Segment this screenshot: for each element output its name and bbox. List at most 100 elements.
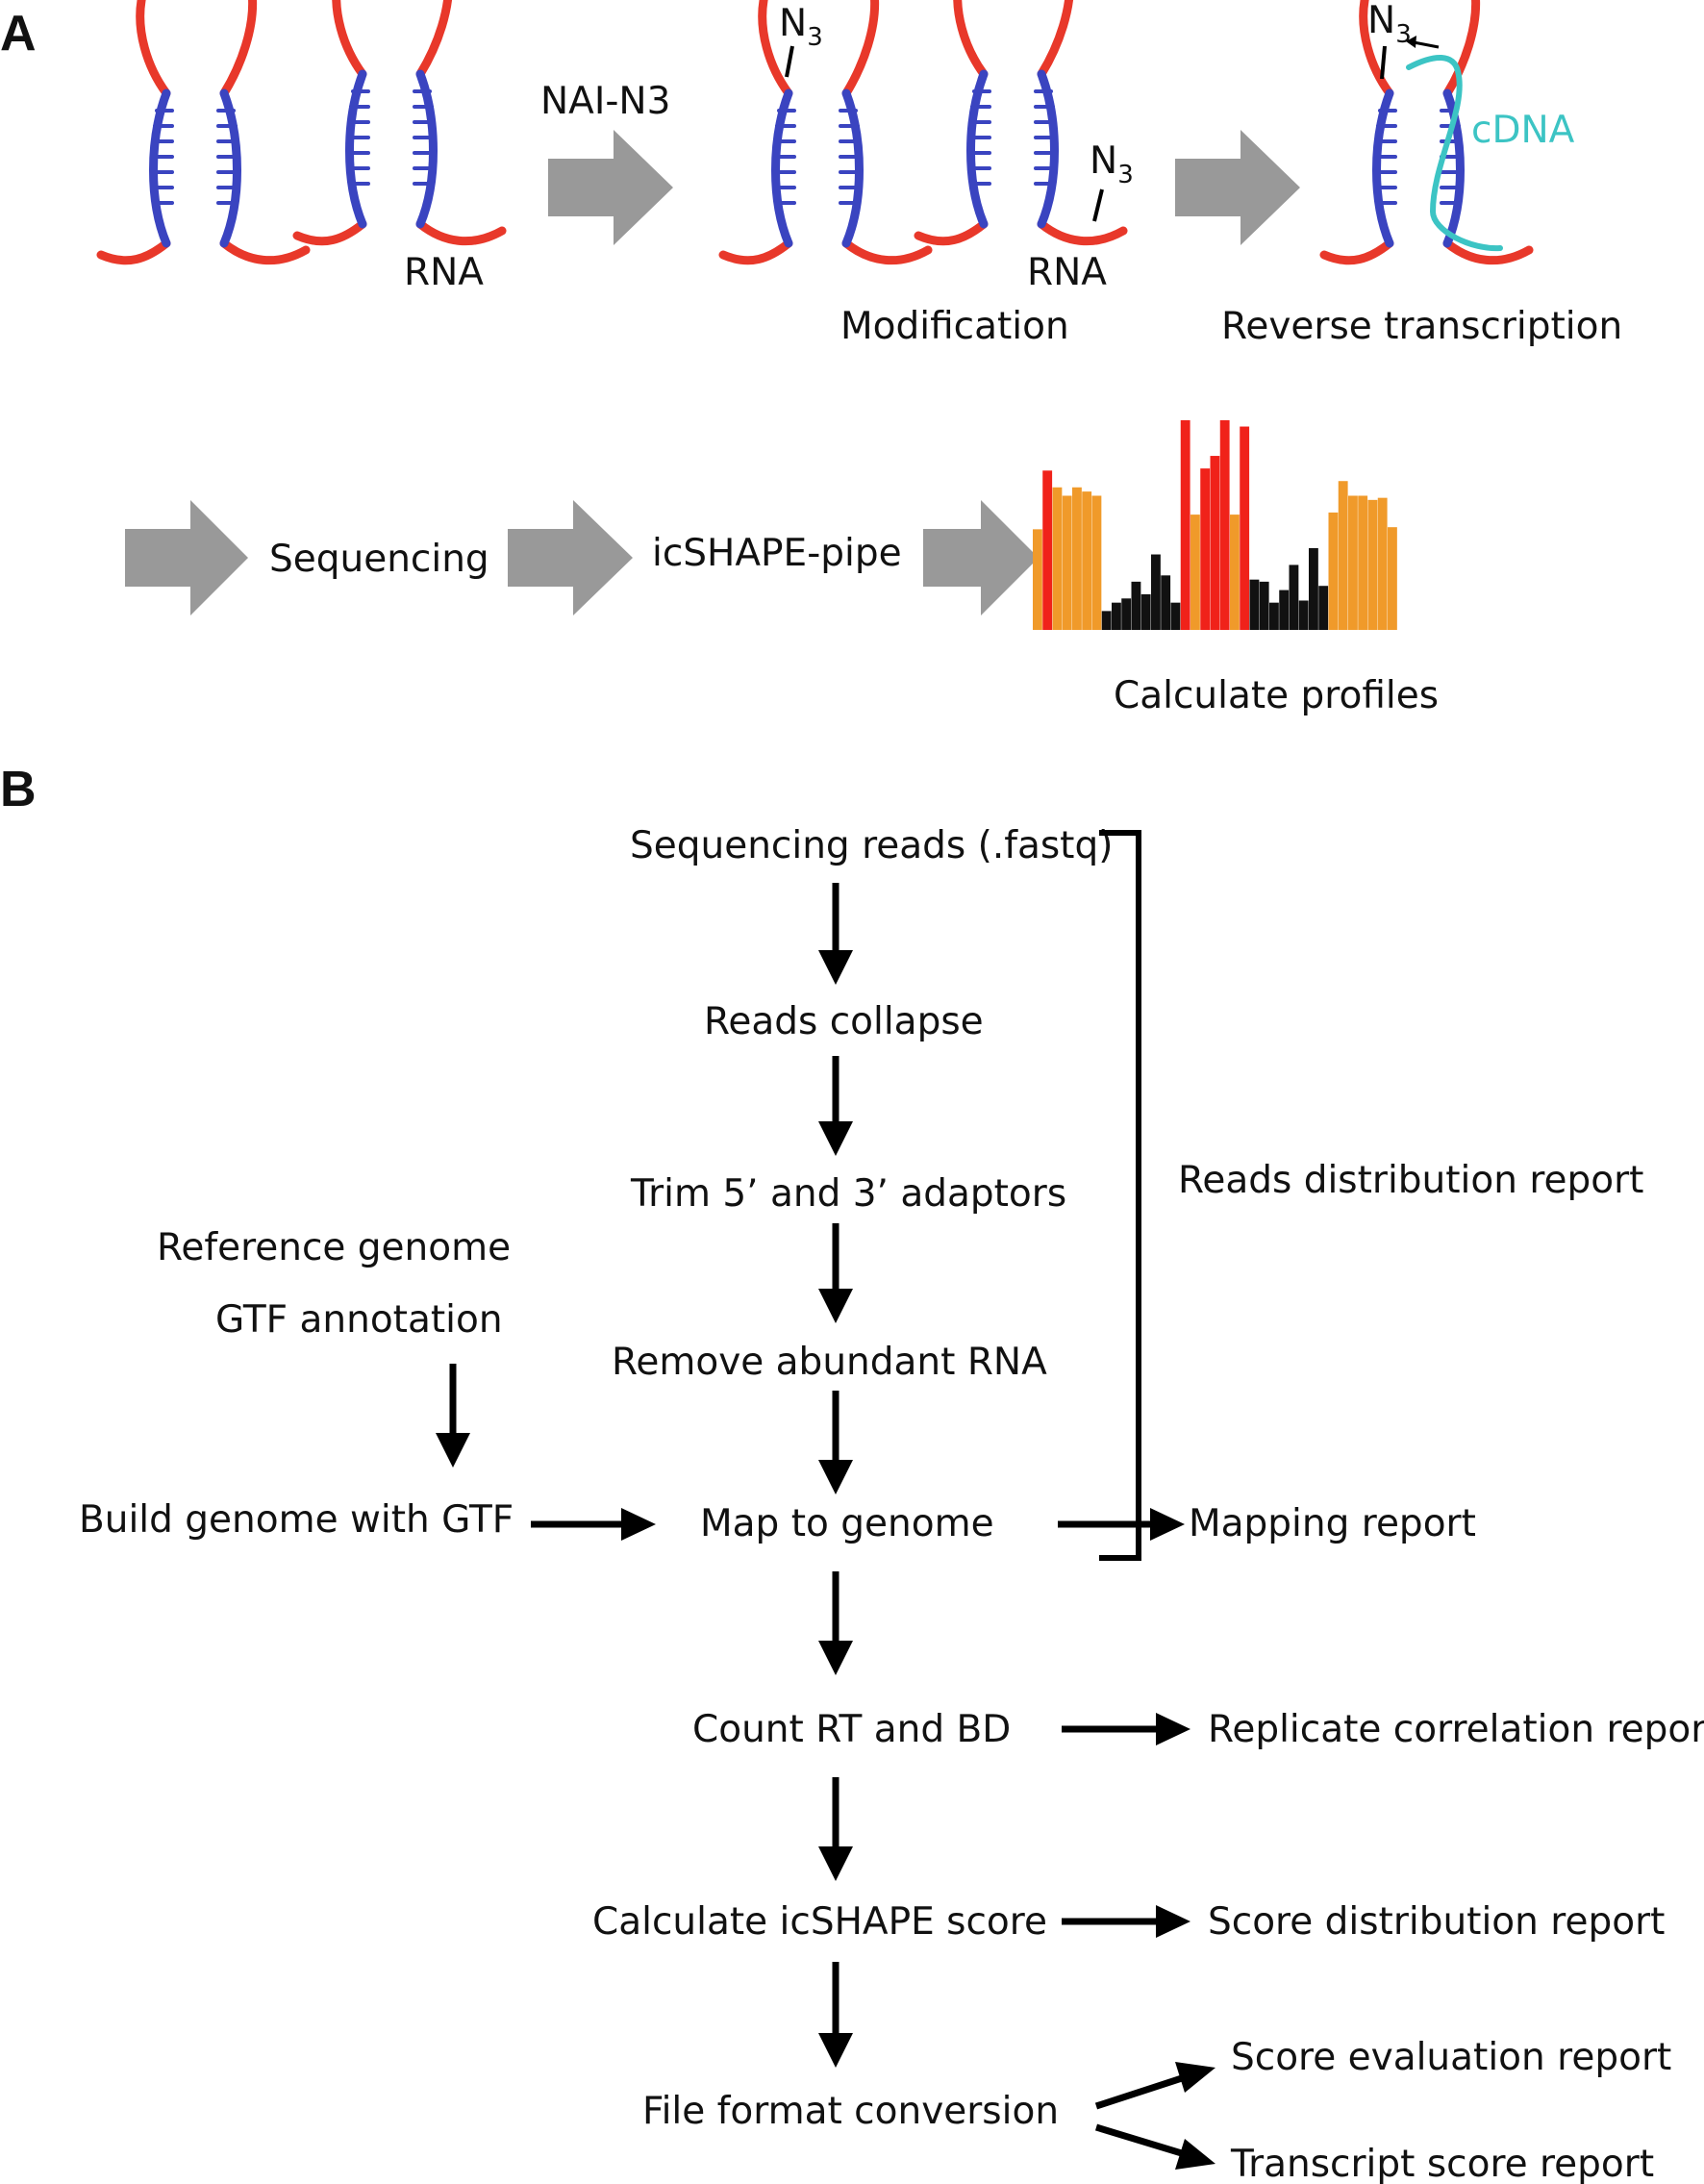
arrow-convert-to-eval <box>1094 2062 1215 2110</box>
n3-tag-line-1 <box>785 45 794 78</box>
step-reverse-transcription: Reverse transcription <box>1221 305 1622 348</box>
step-calculate-profiles: Calculate profiles <box>1114 674 1439 717</box>
rna-hairpin-1 <box>101 0 306 261</box>
n3-label-3: N3 <box>1367 0 1412 49</box>
node-sequencing-reads: Sequencing reads (.fastq) <box>630 824 1113 867</box>
reagent-label: NAI-N3 <box>540 80 670 123</box>
profile-bar <box>1230 515 1240 630</box>
profile-bar <box>1190 515 1200 630</box>
profile-bar <box>1358 495 1368 630</box>
profile-bar <box>1289 565 1299 630</box>
flow-arrow-4 <box>818 1391 853 1494</box>
gray-arrow-3 <box>125 500 248 615</box>
flow-arrow-3 <box>818 1223 853 1323</box>
profile-bar <box>1082 491 1092 630</box>
n3-tag-line-3 <box>1380 45 1387 80</box>
report-reads-distribution: Reads distribution report <box>1178 1159 1643 1202</box>
profile-bar <box>1269 602 1279 630</box>
rt-direction-arrowhead <box>1406 36 1416 48</box>
gray-arrow-1 <box>548 130 673 245</box>
profile-bar <box>1249 579 1260 630</box>
modified-hairpin-2 <box>918 0 1123 241</box>
profile-bar <box>1091 495 1102 630</box>
profile-bar <box>1140 593 1151 630</box>
node-gtf-annotation: GTF annotation <box>215 1298 503 1342</box>
profile-bar <box>1318 586 1329 630</box>
arrow-convert-to-transcript <box>1094 2123 1215 2170</box>
modified-hairpin-1 <box>723 0 928 261</box>
n3-label-1: N3 <box>779 2 823 52</box>
profile-bar <box>1309 547 1318 630</box>
report-score-distribution: Score distribution report <box>1208 1900 1665 1944</box>
profile-bar <box>1259 581 1269 630</box>
report-transcript-score: Transcript score report <box>1230 2143 1654 2184</box>
step-sequencing: Sequencing <box>269 538 489 581</box>
profile-bar <box>1131 581 1141 630</box>
profile-bar <box>1240 426 1250 630</box>
cdna-label: cDNA <box>1471 109 1575 152</box>
flow-arrow-2 <box>818 1056 853 1156</box>
cdna-strand <box>1406 54 1503 252</box>
rt-direction-arrow <box>1413 40 1440 49</box>
profile-bar <box>1033 529 1042 630</box>
profile-bar <box>1210 456 1220 630</box>
flow-arrow-7 <box>818 1962 853 2068</box>
profile-bar <box>1112 602 1121 630</box>
node-calculate-score: Calculate icSHAPE score <box>592 1900 1047 1944</box>
node-reference-genome: Reference genome <box>157 1226 511 1269</box>
node-map-to-genome: Map to genome <box>700 1502 994 1545</box>
panel-b-letter: B <box>0 762 37 817</box>
profile-bar <box>1388 527 1397 630</box>
rna-hairpin-2 <box>297 0 502 241</box>
profile-bar <box>1180 420 1190 630</box>
step-modification: Modification <box>840 305 1069 348</box>
rna-label-2: RNA <box>1027 251 1107 294</box>
n3-label-2: N3 <box>1090 139 1134 189</box>
gray-arrow-4 <box>508 500 633 615</box>
flow-arrow-5 <box>818 1571 853 1675</box>
profile-bar <box>1101 611 1112 630</box>
profile-bar <box>1279 590 1290 630</box>
arrow-score-to-report <box>1062 1905 1190 1938</box>
profile-bar <box>1062 495 1072 630</box>
node-remove-abundant-rna: Remove abundant RNA <box>612 1341 1047 1384</box>
profile-bar <box>1161 575 1171 630</box>
profile-bar <box>1072 487 1082 630</box>
arrow-build-to-map <box>531 1508 656 1541</box>
panel-a-letter: A <box>0 6 37 62</box>
profile-bar <box>1377 497 1388 630</box>
node-trim-adaptors: Trim 5’ and 3’ adaptors <box>630 1172 1066 1216</box>
n3-tag-line-2 <box>1092 188 1104 222</box>
profile-bar <box>1338 481 1348 630</box>
profile-bar <box>1367 499 1378 630</box>
profile-bar <box>1042 470 1053 630</box>
profile-bar <box>1328 512 1339 630</box>
flow-arrow-gtf <box>436 1364 470 1468</box>
node-file-format-conversion: File format conversion <box>642 2090 1059 2133</box>
profile-bar <box>1121 598 1132 630</box>
flow-arrow-1 <box>818 883 853 985</box>
profile-bar <box>1170 602 1181 630</box>
report-replicate-correlation: Replicate correlation report <box>1208 1708 1704 1751</box>
arrow-map-to-report <box>1058 1508 1185 1541</box>
report-mapping: Mapping report <box>1189 1502 1476 1545</box>
reactivity-profile-bars <box>1033 420 1397 630</box>
profile-bar <box>1052 487 1063 630</box>
report-score-evaluation: Score evaluation report <box>1231 2036 1671 2079</box>
node-build-genome: Build genome with GTF <box>79 1498 514 1542</box>
profile-bar <box>1348 495 1358 630</box>
rna-label-1: RNA <box>404 251 484 294</box>
flow-arrow-6 <box>818 1777 853 1881</box>
node-reads-collapse: Reads collapse <box>704 1000 984 1043</box>
profile-bar <box>1219 420 1230 630</box>
node-count-rt-bd: Count RT and BD <box>692 1708 1011 1751</box>
step-icshape-pipe: icSHAPE-pipe <box>652 532 902 575</box>
profile-bar <box>1151 554 1161 630</box>
profile-bar <box>1200 468 1211 630</box>
profile-bar <box>1298 600 1309 630</box>
gray-arrow-2 <box>1175 130 1300 245</box>
gray-arrow-5 <box>923 500 1039 615</box>
reads-report-bracket <box>1099 830 1141 1561</box>
arrow-count-to-report <box>1062 1713 1190 1745</box>
